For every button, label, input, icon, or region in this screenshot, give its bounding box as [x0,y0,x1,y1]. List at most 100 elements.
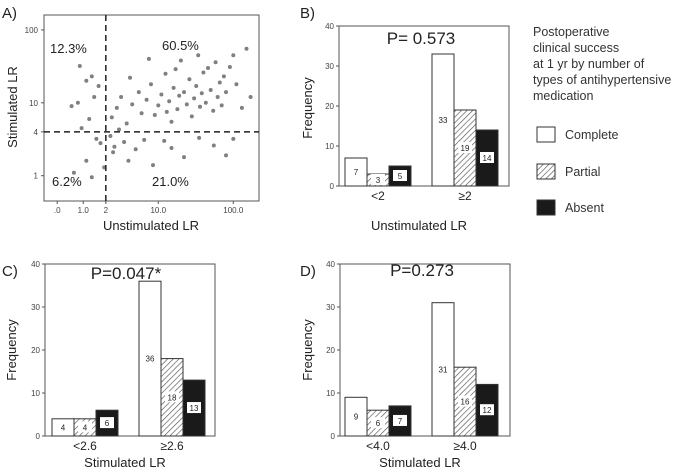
scatter-point [162,138,167,143]
panel-d-bar-value-label: 31 [439,365,448,374]
panel-c-y-tick-label: 10 [31,389,40,398]
panel-d-bar-value-label: 16 [461,398,470,407]
panel-a-x-tick-label: 2 [104,206,109,215]
panel-c-category-label: ≥2.6 [160,439,184,453]
panel-b-category-label: <2 [371,189,385,203]
scatter-point [96,84,101,88]
scatter-point [142,137,147,142]
scatter-point [108,134,113,138]
panel-b-bar-label-box [480,152,494,163]
scatter-point [215,95,220,99]
scatter-point [175,107,180,112]
scatter-point [133,147,138,152]
scatter-point [211,143,216,148]
legend-label-absent: Absent [565,201,604,215]
scatter-point [167,99,172,104]
scatter-point [71,170,76,175]
panel-c-bar-value-label: 4 [83,423,88,432]
panel-b-bar-value-label: 33 [439,116,448,125]
panel-d-y-tick-label: 30 [326,303,335,312]
legend-title-line-4: types of antihypertensive [533,73,671,87]
scatter-point [119,95,124,99]
panel-c-bar-value-label: 18 [168,393,177,402]
scatter-point [117,127,121,132]
panel-d-bar-label-box [371,417,385,429]
legend-title-line-2: clinical success [533,41,619,55]
legend-swatch-partial [536,163,556,180]
panel-c-bar-value-label: 36 [146,355,155,364]
panel-d-y-tick-label: 40 [326,260,335,269]
scatter-point [98,141,103,146]
quadrant-bottom-left: 6.2% [52,174,82,189]
scatter-point [239,105,244,110]
panel-b-letter: B) [300,5,315,22]
panel-c-bar-value-label: 4 [61,423,66,432]
scatter-point [173,67,178,72]
scatter-point [156,103,161,108]
scatter-point [163,71,168,76]
panel-c-bar-value-label: 6 [105,419,110,428]
panel-a-points [69,46,253,180]
panel-b-y-tick-label: 0 [330,182,335,191]
quadrant-top-left: 12.3% [50,41,87,56]
panel-b-bar-label-box [393,170,407,181]
scatter-point [221,74,226,79]
panel-d-bar-value-label: 9 [354,413,359,422]
panel-c-x-axis-title: Stimulated LR [84,455,166,470]
scatter-point [227,65,232,69]
panel-d-x-axis-title: Stimulated LR [379,455,461,470]
scatter-point [211,108,216,113]
panel-a-y-tick-label: 10 [29,99,38,108]
panel-a-scatter: A) .0 1.0 2 10.0 100.0 100 10 4 1 12.3% 60.5% 6… [2,5,260,233]
scatter-point [187,77,192,82]
scatter-point [84,78,89,83]
quadrant-top-right: 60.5% [162,38,199,53]
scatter-point [194,84,199,88]
scatter-point [139,111,144,116]
panel-c-bar-label-box [78,421,92,433]
scatter-point [171,85,176,90]
panel-d-category-label: <4.0 [366,439,390,453]
scatter-point [109,115,114,120]
panel-a-x-tick-label: 100.0 [223,206,244,215]
panel-a-x-tick-label: 1.0 [78,206,90,215]
scatter-point [146,56,151,61]
panel-b-bar-complete [344,157,368,187]
scatter-point [231,136,236,141]
panel-b-p-value: P= 0.573 [387,29,456,48]
scatter-point [206,66,210,70]
scatter-point [199,91,204,96]
panel-d-y-tick-label: 0 [331,432,336,441]
scatter-point [224,90,228,95]
scatter-point [111,150,116,155]
panel-c-bar-label-box [100,417,114,429]
scatter-point [128,75,132,80]
scatter-point [144,97,149,102]
panel-b-bar-value-label: 5 [398,172,403,181]
scatter-point [208,88,213,92]
scatter-point [89,175,94,180]
panel-b-bar-label-box [458,142,472,153]
scatter-point [69,104,74,109]
scatter-point [92,95,97,99]
scatter-point [248,95,253,99]
panel-d-y-axis-title: Frequency [300,319,315,381]
panel-a-plot-frame [43,14,260,202]
scatter-point [177,93,182,98]
panel-b-y-axis-title: Frequency [300,77,315,139]
scatter-point [224,153,228,158]
scatter-point [178,58,183,63]
scatter-point [77,64,82,68]
panel-c-bar-value-label: 13 [190,404,199,413]
quadrant-bottom-right: 21.0% [152,174,189,189]
panel-b-category-label: ≥2 [458,189,472,203]
legend-swatch-absent [536,199,556,216]
panel-b-bar-value-label: 3 [376,176,381,185]
panel-d-bar-label-box [393,414,407,426]
scatter-point [169,119,174,124]
panel-a-y-tick-label: 1 [34,172,39,181]
panel-a-x-axis-title: Unstimulated LR [103,218,199,233]
panel-c-y-tick-label: 0 [36,432,41,441]
